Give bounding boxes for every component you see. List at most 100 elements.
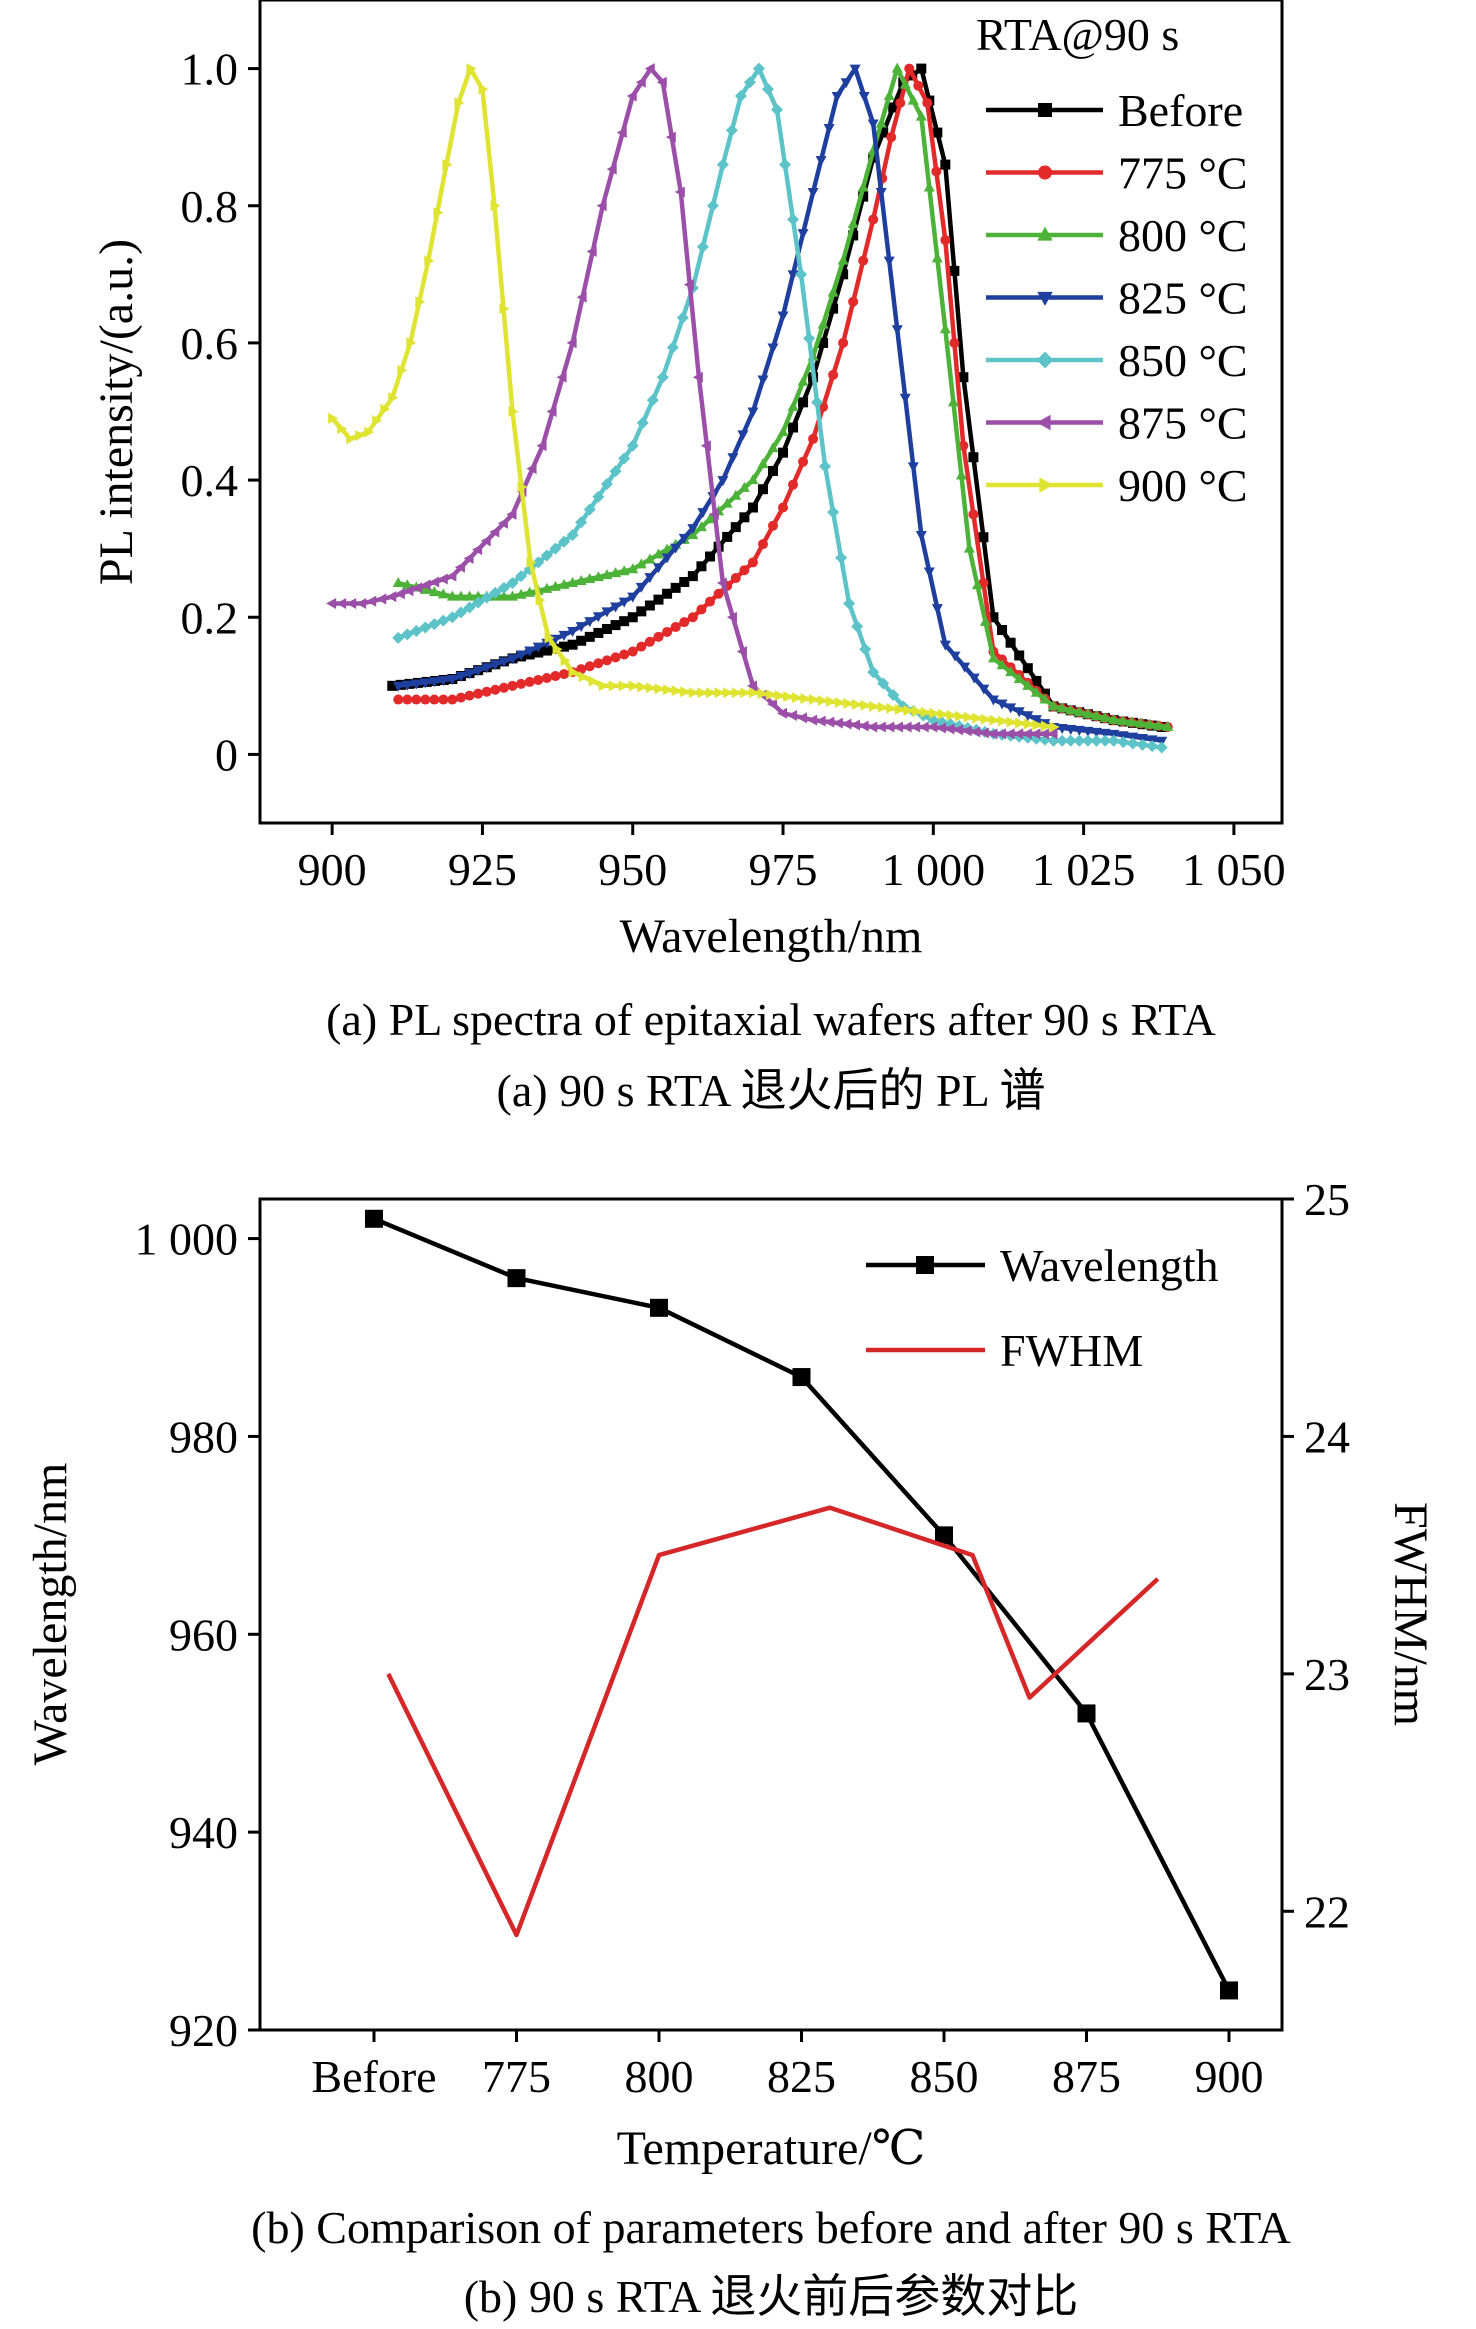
chart-a-xtick-label: 950 — [598, 844, 667, 895]
chart-a-point — [411, 694, 422, 705]
chart-a-point — [544, 632, 555, 644]
chart-b-legend-marker — [916, 1256, 934, 1274]
chart-a-point — [996, 659, 1008, 670]
chart-a-point — [419, 583, 431, 594]
chart-a-point — [506, 590, 518, 601]
chart-b-xtick-label: 850 — [910, 2051, 979, 2102]
chart-a-point — [795, 268, 808, 281]
chart-a-point — [635, 558, 647, 569]
chart-a-point — [738, 481, 750, 492]
chart-a-point — [578, 671, 589, 683]
chart-a-point — [971, 579, 983, 590]
chart-a-point — [583, 503, 596, 516]
chart-a-point — [552, 643, 563, 655]
chart-a-point — [757, 375, 769, 386]
chart-a-point — [818, 337, 829, 348]
chart-a-point — [740, 687, 751, 699]
chart-b: Before 775 800 825 850 875 900 920 940 960 980 1 00… — [24, 1174, 1437, 2175]
chart-a-point — [929, 707, 940, 719]
chart-a-point — [739, 565, 750, 576]
chart-a-point — [447, 694, 458, 705]
chart-b-plot-frame — [258, 1197, 1284, 2032]
chart-a-point — [490, 200, 501, 212]
chart-a-legend-label: 800 °C — [1118, 210, 1248, 261]
chart-a-point — [931, 604, 943, 615]
chart-a-point — [576, 635, 587, 646]
chart-a-point — [559, 641, 570, 652]
chart-a-point — [601, 655, 612, 666]
chart-a-point — [963, 542, 975, 553]
chart-a-point — [955, 710, 966, 722]
chart-a-point — [558, 535, 571, 548]
chart-a-point — [566, 337, 577, 349]
chart-a-point — [730, 522, 741, 533]
chart-a-point — [848, 296, 859, 307]
chart-a-point — [939, 323, 951, 334]
chart-a-point — [953, 724, 964, 736]
chart-a-point — [535, 594, 546, 606]
chart-a-point — [757, 688, 768, 700]
chart-a-point — [670, 622, 681, 633]
chart-a-point — [609, 465, 622, 478]
chart-a-point — [480, 535, 491, 547]
chart-a-point — [922, 97, 933, 108]
chart-a-point — [987, 695, 999, 706]
chart-a-point — [1065, 704, 1077, 715]
chart-a-point — [1015, 717, 1026, 729]
chart-a-point — [803, 332, 816, 345]
chart-a-point — [850, 719, 861, 731]
chart-a-point — [798, 456, 809, 467]
chart-a-point — [420, 694, 431, 705]
chart-a-point — [1047, 728, 1058, 740]
chart-a-point — [592, 571, 604, 582]
chart-a-xtick-label: 925 — [448, 844, 517, 895]
chart-a-point — [797, 229, 809, 240]
chart-a-point — [978, 684, 990, 695]
chart-a-point — [963, 711, 974, 723]
chart-b-xtick-label: Before — [311, 2051, 436, 2102]
chart-a-point — [592, 612, 604, 623]
chart-a-point — [446, 570, 457, 582]
chart-a-point — [723, 687, 734, 699]
chart-a-point — [386, 591, 397, 603]
chart-a-point — [840, 78, 852, 89]
chart-a-point — [831, 92, 843, 103]
chart-a-point — [1144, 718, 1156, 729]
chart-a-point — [606, 163, 617, 175]
chart-a-point — [714, 687, 725, 699]
chart-a-point — [515, 588, 527, 599]
chart-a-point — [463, 552, 474, 564]
chart-a-point — [935, 722, 946, 734]
chart-a-point — [671, 685, 682, 697]
chart-a-point — [932, 127, 943, 138]
chart-a-point — [1049, 721, 1060, 733]
chart-a-point — [1005, 637, 1016, 648]
chart-a-point — [575, 622, 587, 633]
chart-a-point — [618, 452, 631, 465]
chart-a-point — [437, 614, 450, 627]
chart-a-point — [901, 721, 912, 733]
chart-a-point — [837, 254, 849, 265]
chart-a-point — [989, 714, 1000, 726]
chart-a-point — [834, 696, 845, 708]
chart-a-point — [1090, 710, 1102, 721]
chart-a-series — [326, 62, 1174, 754]
chart-a-point — [497, 581, 510, 594]
chart-a-point — [356, 598, 367, 610]
chart-b-xlabel: Temperature/℃ — [617, 2122, 926, 2175]
chart-a-point — [336, 598, 347, 610]
chart-b-point — [365, 1209, 383, 1228]
chart-a-point — [463, 601, 476, 614]
chart-a-point — [394, 588, 405, 600]
chart-a-point — [524, 586, 536, 597]
chart-a-point — [700, 440, 711, 452]
chart-a-point — [644, 63, 655, 75]
chart-a-point — [797, 375, 809, 386]
chart-a-point — [915, 110, 927, 121]
chart-a-point — [1022, 711, 1034, 722]
chart-a-point — [636, 606, 647, 617]
chart-a-point — [536, 440, 547, 452]
chart-a-point — [868, 214, 879, 225]
chart-a-point — [787, 710, 798, 722]
